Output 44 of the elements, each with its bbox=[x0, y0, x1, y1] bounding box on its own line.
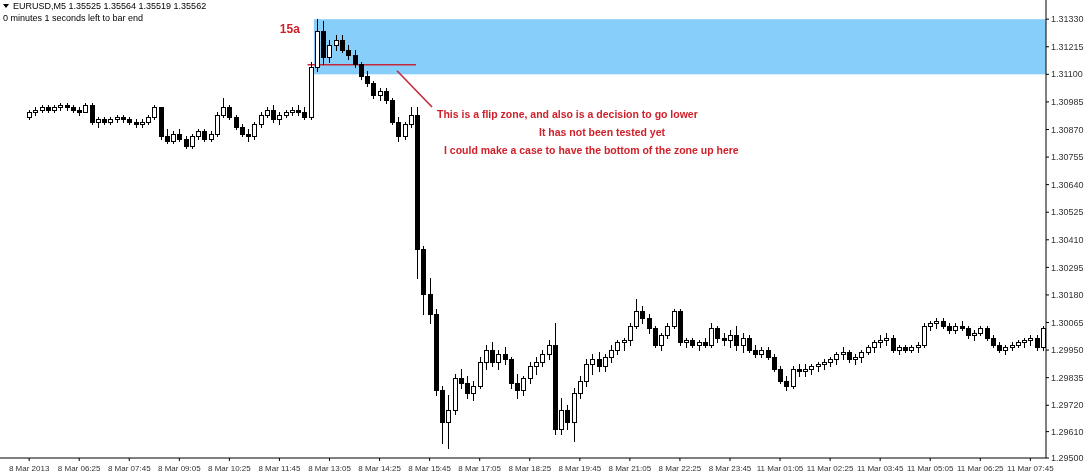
x-tick-label: 11 Mar 05:05 bbox=[906, 464, 955, 473]
y-tick-label: 1.31100 bbox=[1051, 69, 1083, 80]
x-tick-label: 8 Mar 13:05 bbox=[308, 464, 352, 473]
y-tick-label: 1.29720 bbox=[1051, 400, 1084, 411]
y-tick-label: 1.29835 bbox=[1051, 372, 1084, 383]
text: 0 minutes 1 seconds left to bar end bbox=[3, 13, 144, 23]
x-tick-label: 8 Mar 2013 bbox=[8, 464, 50, 473]
x-tick-label: 11 Mar 02:25 bbox=[806, 464, 854, 473]
annotation: I could make a case to have the bottom of the zone up here bbox=[444, 144, 739, 156]
x-tick-label: 11 Mar 06:25 bbox=[957, 464, 1005, 473]
x-tick-label: 8 Mar 06:25 bbox=[57, 464, 102, 473]
x-tick-label: 8 Mar 21:05 bbox=[608, 464, 652, 473]
y-tick-label: 1.29950 bbox=[1051, 345, 1084, 356]
annotation: This is a flip zone, and also is a decision to go lower bbox=[437, 108, 698, 120]
x-tick-label: 11 Mar 07:45 bbox=[1007, 464, 1055, 473]
x-tick-label: 8 Mar 07:45 bbox=[107, 464, 152, 473]
y-tick-label: 1.30065 bbox=[1051, 317, 1084, 328]
y-tick-label: 1.30755 bbox=[1051, 152, 1084, 163]
y-tick-label: 1.30525 bbox=[1051, 207, 1084, 218]
y-tick-label: 1.30180 bbox=[1051, 290, 1084, 301]
x-tick-label: 8 Mar 15:45 bbox=[408, 464, 452, 473]
y-tick-label: 1.30640 bbox=[1051, 179, 1084, 190]
annotation: It has not been tested yet bbox=[538, 126, 666, 138]
x-tick-label: 8 Mar 17:05 bbox=[458, 464, 502, 473]
y-tick-label: 1.30295 bbox=[1051, 262, 1084, 273]
y-tick-label: 1.31330 bbox=[1051, 14, 1084, 25]
x-tick-label: 8 Mar 18:25 bbox=[508, 464, 552, 473]
x-tick-label: 8 Mar 19:45 bbox=[558, 464, 602, 473]
x-tick-label: 8 Mar 22:25 bbox=[658, 464, 702, 473]
x-tick-label: 8 Mar 09:05 bbox=[157, 464, 202, 473]
x-tick-label: 11 Mar 01:05 bbox=[756, 464, 804, 473]
y-tick-label: 1.31215 bbox=[1051, 41, 1084, 52]
x-tick-label: 8 Mar 10:25 bbox=[208, 464, 252, 473]
y-tick-label: 1.29610 bbox=[1051, 426, 1084, 437]
x-tick-label: 8 Mar 23:45 bbox=[708, 464, 752, 473]
y-tick-label: 1.30410 bbox=[1051, 234, 1084, 245]
x-tick-label: 11 Mar 03:45 bbox=[856, 464, 904, 473]
y-tick-label: 1.30985 bbox=[1051, 97, 1084, 108]
annotation: 15a bbox=[279, 22, 301, 37]
x-tick-label: 8 Mar 11:45 bbox=[258, 464, 302, 473]
y-tick-label: 1.30870 bbox=[1051, 124, 1084, 135]
x-tick-label: 8 Mar 14:25 bbox=[358, 464, 402, 473]
y-tick-label: 1.29500 bbox=[1051, 453, 1084, 464]
chart-title: EURUSD,M5 1.35525 1.35564 1.35519 1.35562 bbox=[13, 1, 207, 11]
